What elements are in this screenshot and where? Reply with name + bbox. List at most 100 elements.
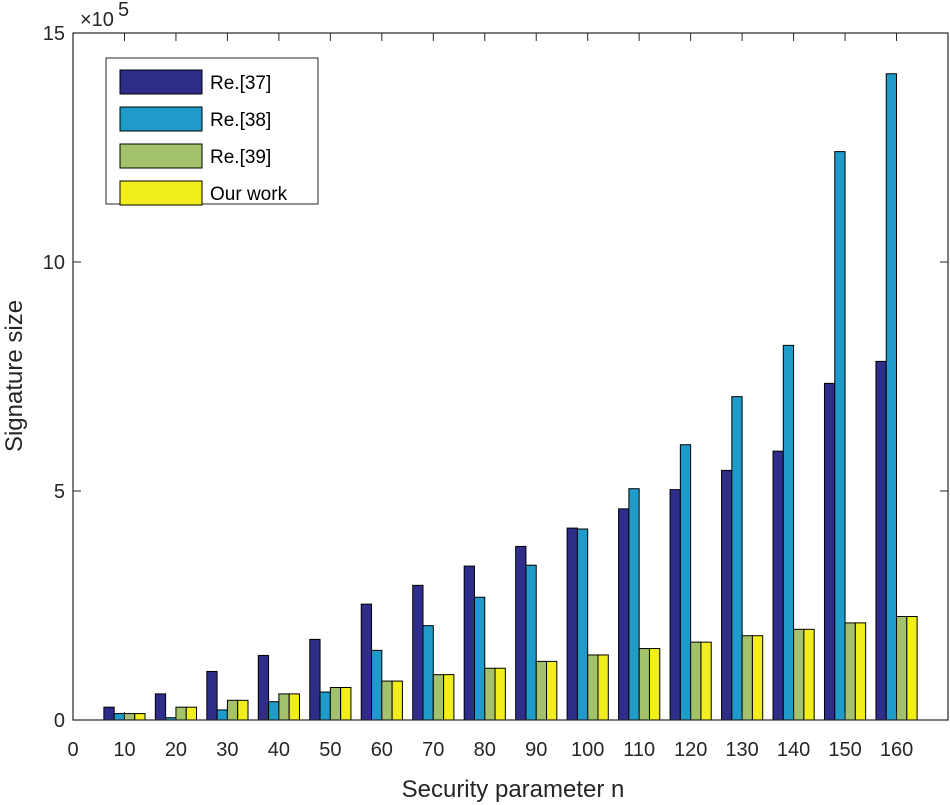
x-tick-label: 130 <box>725 739 758 761</box>
x-tick-label: 20 <box>165 739 187 761</box>
x-tick-label: 40 <box>268 739 290 761</box>
x-tick-label: 0 <box>67 739 78 761</box>
bar-re37-110 <box>618 508 630 721</box>
bar-ourwork-80 <box>494 667 506 721</box>
bar-re39-120 <box>690 641 702 721</box>
legend-swatch <box>119 106 203 132</box>
bar-re38-70 <box>422 625 434 721</box>
bar-re39-10 <box>123 713 136 721</box>
bar-re37-40 <box>257 654 270 721</box>
x-tick-label: 140 <box>777 739 810 761</box>
y-tick-label: 5 <box>54 481 65 503</box>
bar-re37-100 <box>566 527 578 721</box>
bar-re39-80 <box>484 667 496 721</box>
bar-re38-150 <box>834 151 846 721</box>
bar-re39-60 <box>381 680 393 721</box>
bar-re39-150 <box>844 622 856 721</box>
bar-re37-30 <box>206 670 218 721</box>
bar-re37-70 <box>412 584 424 721</box>
legend-swatch <box>119 180 203 206</box>
bar-re37-160 <box>875 360 887 721</box>
x-tick-label: 150 <box>828 739 861 761</box>
bar-re37-50 <box>309 638 321 721</box>
x-axis-label: Security parameter n <box>402 776 625 803</box>
x-tick-label: 90 <box>525 739 547 761</box>
y-tick-label: 0 <box>54 710 65 732</box>
x-tick-label: 50 <box>319 739 341 761</box>
bar-re39-70 <box>432 674 445 721</box>
bar-re39-110 <box>638 648 650 721</box>
bar-ourwork-70 <box>443 674 455 721</box>
bar-re38-100 <box>576 528 589 721</box>
legend: Re.[37] Re.[38] Re.[39] Our work <box>105 57 319 206</box>
bar-re37-130 <box>721 469 733 721</box>
bar-re38-160 <box>885 73 898 721</box>
bar-re38-80 <box>473 596 486 721</box>
x-tick-label: 120 <box>674 739 707 761</box>
bar-re37-140 <box>772 450 784 721</box>
legend-label: Re.[37] <box>210 73 271 94</box>
bar-re37-60 <box>360 603 373 721</box>
x-tick-label: 80 <box>474 739 496 761</box>
bar-ourwork-100 <box>597 654 609 721</box>
bar-ourwork-150 <box>854 622 867 721</box>
x-tick-label: 100 <box>571 739 604 761</box>
bar-re37-10 <box>103 706 115 721</box>
legend-swatch <box>119 143 203 169</box>
bar-re38-130 <box>731 396 743 721</box>
bar-ourwork-60 <box>391 680 403 721</box>
legend-label: Re.[38] <box>210 110 271 131</box>
bar-ourwork-110 <box>648 648 661 721</box>
bar-re38-140 <box>782 344 795 721</box>
bar-re39-90 <box>535 660 548 721</box>
x-tick-label: 30 <box>216 739 238 761</box>
y-tick-label: 10 <box>43 252 65 274</box>
bar-ourwork-130 <box>751 635 764 721</box>
y-axis-label: Signature size <box>1 300 28 452</box>
bar-re38-50 <box>319 691 331 721</box>
bar-re39-40 <box>278 693 290 721</box>
axes-box <box>72 32 949 721</box>
bar-re39-140 <box>793 628 805 721</box>
ticks-group: 0 10 20 30 40 50 60 70 80 90 100 110 120 130 140 150 160… <box>43 23 948 761</box>
bar-re37-90 <box>515 545 527 721</box>
bar-re37-80 <box>463 565 475 721</box>
legend-swatch <box>119 69 203 95</box>
legend-label: Our work <box>210 184 288 205</box>
bar-ourwork-20 <box>185 706 198 721</box>
bar-ourwork-90 <box>546 660 558 721</box>
bar-ourwork-10 <box>134 713 146 721</box>
bar-re38-120 <box>679 444 692 721</box>
y-exponent-base: ×10 <box>80 9 114 31</box>
bar-re39-160 <box>896 615 908 721</box>
x-tick-label: 160 <box>880 739 913 761</box>
bar-ourwork-140 <box>803 628 815 721</box>
bar-re37-150 <box>823 382 836 721</box>
x-tick-label: 60 <box>371 739 393 761</box>
bar-re37-120 <box>669 489 681 721</box>
bar-ourwork-120 <box>700 641 712 721</box>
bar-re39-130 <box>741 635 753 721</box>
bar-re39-20 <box>175 706 187 721</box>
bar-re38-60 <box>371 649 383 721</box>
x-tick-label: 110 <box>623 739 655 761</box>
y-exponent-power: 5 <box>118 0 129 21</box>
bar-ourwork-40 <box>288 693 300 721</box>
bar-re38-90 <box>525 564 537 721</box>
bar-re39-50 <box>329 686 342 721</box>
bar-re37-20 <box>154 693 167 721</box>
y-exponent: ×10 5 <box>80 0 129 31</box>
bar-re39-30 <box>226 699 239 721</box>
x-tick-label: 70 <box>422 739 444 761</box>
legend-label: Re.[39] <box>210 147 271 168</box>
bar-re38-40 <box>268 701 280 721</box>
bar-ourwork-30 <box>237 699 249 721</box>
bar-re38-10 <box>113 713 125 721</box>
bar-re39-100 <box>587 654 599 721</box>
bar-re38-30 <box>216 709 228 721</box>
bar-ourwork-50 <box>340 686 352 721</box>
x-tick-label: 10 <box>113 739 135 761</box>
bar-ourwork-160 <box>906 615 918 721</box>
y-tick-label: 15 <box>43 23 65 45</box>
